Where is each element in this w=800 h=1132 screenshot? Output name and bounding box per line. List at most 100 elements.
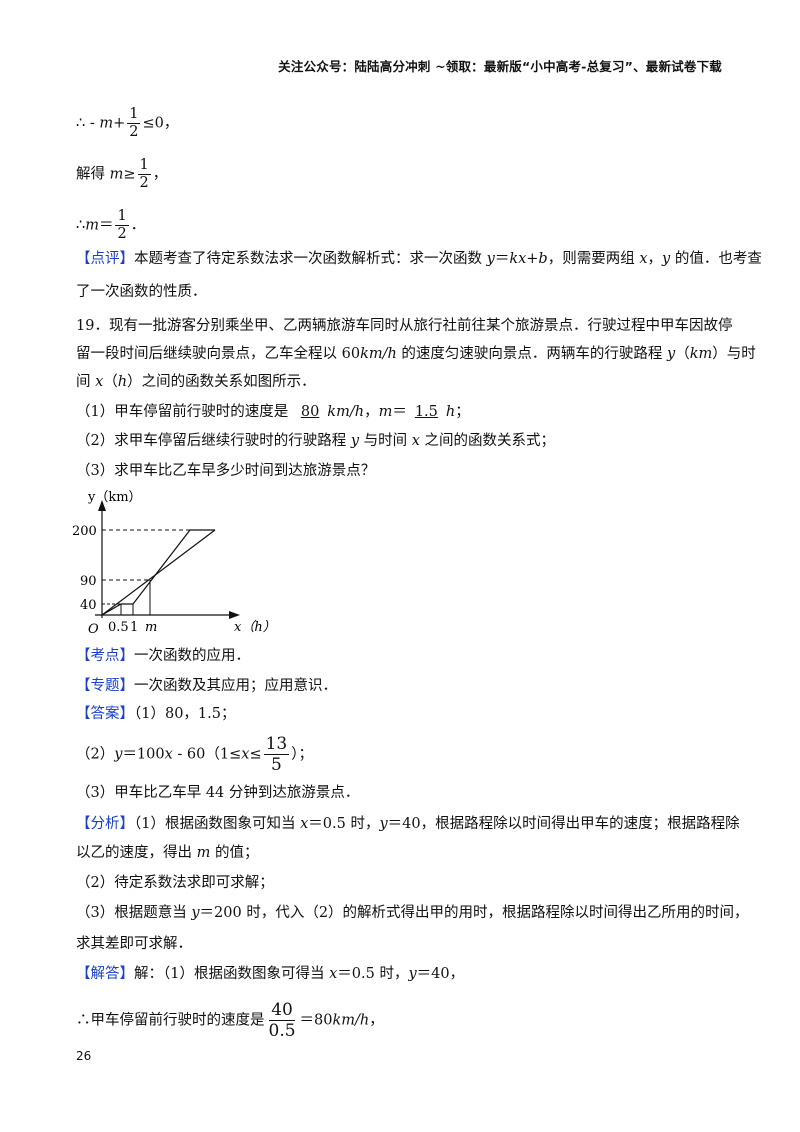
- var: x: [95, 374, 104, 390]
- x-axis-arrow: [229, 611, 240, 619]
- text: ．: [130, 217, 146, 234]
- text: （1）根据函数图象可知当: [134, 816, 301, 832]
- text: ＝0.5 时，: [308, 816, 380, 832]
- text: ＝200 时，代入（2）的解析式得出甲的用时，根据路程除以时间得出乙所用的时间，: [199, 905, 749, 921]
- text: ）之间的函数关系如图所示．: [127, 374, 316, 390]
- text: 间: [76, 374, 96, 390]
- text: ≥: [123, 166, 136, 183]
- proof-line-2: 解得 m≥ 1 2，: [76, 157, 167, 192]
- var: m: [99, 115, 114, 132]
- question-1: （1）甲车停留前行驶时的速度是 80 km/h，m＝ 1.5 h；: [76, 402, 470, 422]
- denominator: 5: [271, 755, 282, 775]
- jieda-line-2: ∴甲车停留前行驶时的速度是 40 0.5 ＝80km/h，: [76, 1000, 384, 1041]
- text: ∴ -: [76, 115, 100, 132]
- review-line-1: 【点评】本题考查了待定系数法求一次函数解析式：求一次函数 y＝kx+b，则需要两…: [76, 249, 762, 269]
- numerator: 1: [137, 157, 151, 175]
- problem-stem-1: 19．现有一批游客分别乘坐甲、乙两辆旅游车同时从旅行社前往某个旅游景点．行驶过程…: [76, 318, 733, 334]
- text: ，则需要两组: [547, 251, 640, 267]
- problem-stem-2: 留一段时间后继续驶向景点，乙车全程以 60km/h 的速度匀速驶向景点．两辆车的…: [76, 344, 756, 364]
- text: ＝: [98, 217, 114, 234]
- var: y: [379, 816, 388, 832]
- numerator: 13: [263, 734, 290, 755]
- denominator: 2: [139, 175, 149, 191]
- text: - 60（1≤: [172, 746, 242, 763]
- text: ∴甲车停留前行驶时的速度是: [76, 1012, 265, 1029]
- var: x: [411, 433, 420, 449]
- text: ，: [364, 404, 379, 420]
- text: ；: [455, 404, 470, 420]
- var: x: [241, 746, 250, 763]
- unit: km/h: [327, 404, 365, 420]
- var: m: [378, 404, 393, 420]
- text: 的值．也考查: [670, 251, 762, 267]
- text: 以乙的速度，得出: [76, 845, 197, 861]
- var: y: [114, 746, 123, 763]
- fenxi-line-1: 【分析】（1）根据函数图象可知当 x＝0.5 时，y＝40，根据路程除以时间得出…: [76, 814, 740, 834]
- jieda-line-1: 【解答】解：（1）根据函数图象可得当 x＝0.5 时，y＝40，: [76, 964, 464, 984]
- x-axis-label: x（h）: [234, 619, 276, 635]
- text: ＝40，: [416, 966, 465, 982]
- zhuanti-tag: 【专题】: [76, 678, 134, 694]
- question-3: （3）求甲车比乙车早多少时间到达旅游景点？: [76, 463, 376, 479]
- var: y: [350, 433, 360, 449]
- question-2: （2）求甲车停留后继续行驶时的行驶路程 y 与时间 x 之间的函数关系式；: [76, 431, 555, 451]
- text: ，: [369, 1012, 384, 1029]
- daan-line-3: （3）甲车比乙车早 44 分钟到达旅游景点．: [76, 785, 360, 801]
- origin-label: O: [88, 622, 99, 637]
- fenxi-line-3: （2）待定系数法求即可求解；: [76, 875, 274, 891]
- fenxi-line-2: 以乙的速度，得出 m 的值；: [76, 843, 258, 863]
- text: ）与时: [712, 346, 756, 362]
- zhuanti-line: 【专题】一次函数及其应用；应用意识．: [76, 676, 337, 696]
- var: y: [191, 905, 200, 921]
- x-tick-1: 1: [130, 620, 138, 635]
- text: ≤: [249, 746, 262, 763]
- var: x: [300, 816, 309, 832]
- denominator: 2: [117, 226, 127, 242]
- text: ）；: [291, 746, 313, 763]
- fraction: 13 5: [263, 734, 290, 775]
- answer-blank-2: 1.5: [414, 404, 438, 420]
- var: kx+b: [509, 251, 548, 267]
- jieda-tag: 【解答】: [76, 966, 134, 982]
- y-tick-200: 200: [72, 524, 97, 539]
- text: 的速度匀速驶向景点．两辆车的行驶路程: [396, 346, 668, 362]
- text: ＝0.5 时，: [337, 966, 409, 982]
- distance-time-graph: y（km） x（h） O 200 90 40 0.5 1 m: [72, 490, 276, 637]
- text: （3）根据题意当: [76, 905, 192, 921]
- var: y: [667, 346, 676, 362]
- proof-line-1: ∴ - m+ 1 2 ≤0，: [76, 106, 178, 141]
- fenxi-line-5: 求其差即可求解．: [76, 936, 192, 952]
- text: ＝40，根据路程除以时间得出甲车的速度；根据路程除: [387, 816, 740, 832]
- text: 一次函数的应用．: [134, 648, 250, 664]
- daan-line-1: 【答案】（1）80，1.5；: [76, 704, 236, 724]
- text: ＝: [494, 251, 510, 267]
- text: ，: [647, 251, 663, 267]
- review-line-2: 了一次函数的性质．: [76, 284, 207, 300]
- x-tick-m: m: [145, 620, 157, 635]
- text: （1）80，1.5；: [134, 706, 236, 722]
- text: 之间的函数关系式；: [419, 433, 556, 449]
- text: 与时间: [359, 433, 412, 449]
- text: （2）: [76, 746, 115, 763]
- text: 本题考查了待定系数法求一次函数解析式：求一次函数: [134, 251, 487, 267]
- text: ＝: [392, 404, 407, 420]
- text: ，: [152, 166, 168, 183]
- var: m: [196, 845, 211, 861]
- denominator: 0.5: [268, 1021, 296, 1041]
- unit: km/h: [360, 346, 397, 362]
- fraction: 40 0.5: [267, 1000, 298, 1041]
- text: 解：（1）根据函数图象可得当: [134, 966, 330, 982]
- var: m: [85, 217, 99, 234]
- unit: h: [445, 404, 456, 420]
- denominator: 2: [129, 124, 139, 140]
- var: y: [486, 251, 495, 267]
- unit: km: [689, 346, 713, 362]
- unit: h: [117, 374, 128, 390]
- var: y: [408, 966, 417, 982]
- text: （2）求甲车停留后继续行驶时的行驶路程: [76, 433, 351, 449]
- var: y: [662, 251, 671, 267]
- var: m: [109, 166, 124, 183]
- text: +: [113, 115, 126, 132]
